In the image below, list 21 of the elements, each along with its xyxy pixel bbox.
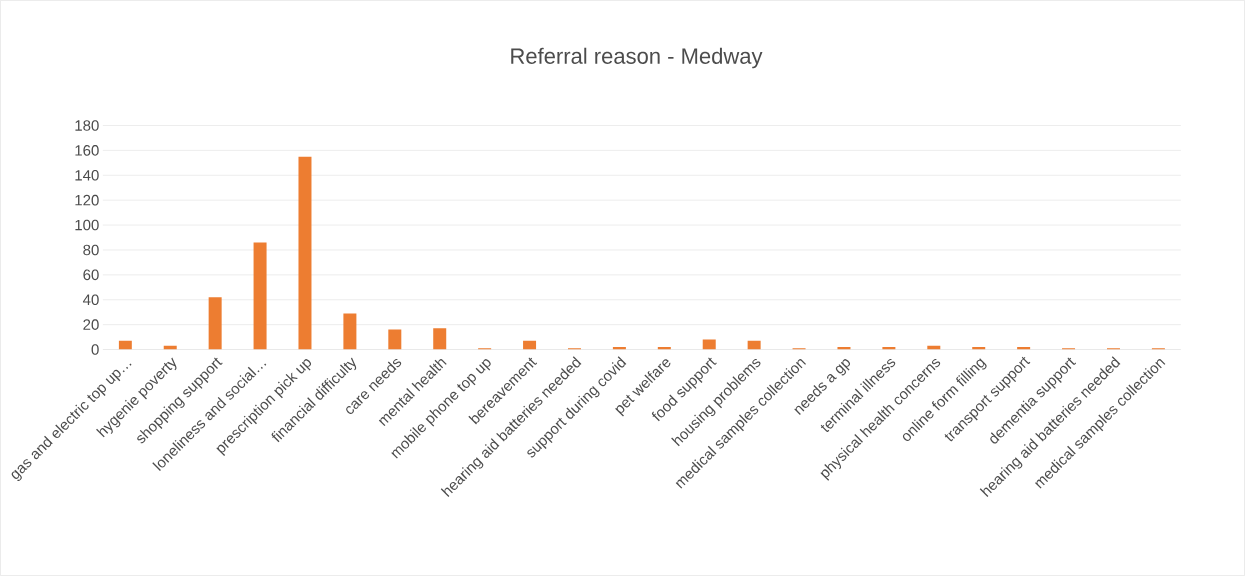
- bar: [747, 340, 761, 350]
- y-tick-label: 0: [91, 344, 99, 355]
- bar: [118, 340, 132, 350]
- y-tick-label: 160: [75, 145, 99, 156]
- y-tick-label: 100: [75, 219, 99, 231]
- bar: [253, 242, 267, 350]
- y-tick-label: 60: [83, 269, 99, 281]
- bar: [208, 297, 222, 350]
- y-tick-label: 140: [75, 169, 99, 181]
- y-tick-label: 120: [75, 194, 99, 206]
- bar: [523, 340, 537, 350]
- chart-title: Referral reason - Medway: [511, 47, 763, 69]
- bar: [433, 328, 447, 350]
- y-tick-label: 80: [83, 244, 99, 256]
- y-tick-label: 180: [75, 120, 99, 131]
- bar: [388, 329, 402, 350]
- bar: [298, 156, 312, 350]
- bar: [702, 339, 716, 350]
- y-tick-label: 40: [82, 294, 99, 306]
- y-tick-label: 20: [83, 319, 99, 330]
- bar: [343, 313, 357, 350]
